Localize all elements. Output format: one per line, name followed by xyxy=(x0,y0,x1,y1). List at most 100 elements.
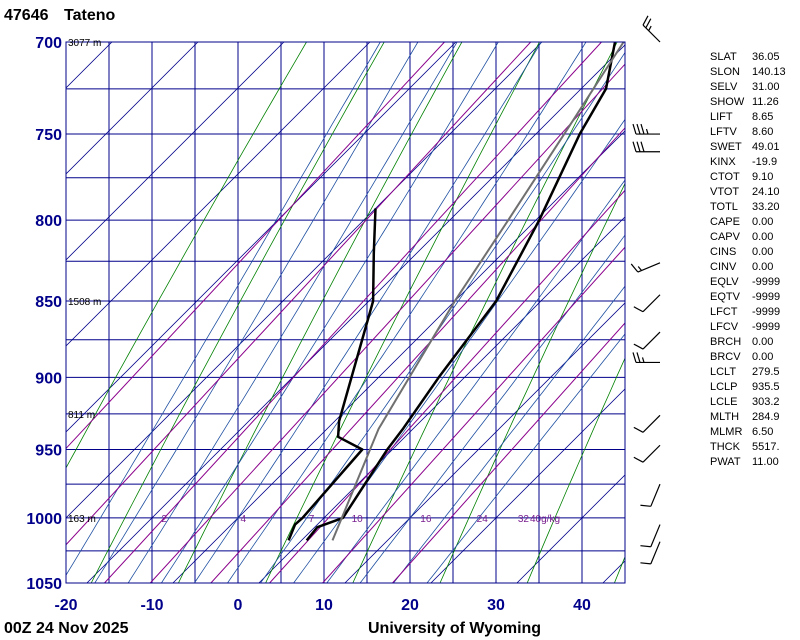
index-value: -9999 xyxy=(752,276,781,288)
index-value: 11.00 xyxy=(752,456,779,468)
background-lines xyxy=(66,42,800,583)
index-key: CINS xyxy=(710,246,737,258)
index-key: MLMR xyxy=(710,426,743,438)
index-row: VTOT 24.10 xyxy=(710,185,786,200)
index-row: CINS 0.00 xyxy=(710,245,786,260)
mixing-ratio-label: 24 xyxy=(477,514,489,525)
index-value: 33.20 xyxy=(752,201,780,213)
index-value: 24.10 xyxy=(752,186,780,198)
index-row: KINX -19.9 xyxy=(710,155,786,170)
moist-adiabat-line xyxy=(94,42,419,583)
mixing-ratio-line xyxy=(66,42,532,546)
mixing-ratio-label: 32 xyxy=(518,514,530,525)
index-row: MLTH 284.9 xyxy=(710,410,786,425)
index-value: 8.65 xyxy=(752,111,774,123)
isotherm-line xyxy=(516,474,625,583)
mixing-ratio-line xyxy=(66,42,445,450)
mixing-ratio-label: 7 xyxy=(309,514,315,525)
height-label: 1508 m xyxy=(68,297,101,308)
isotherm-line xyxy=(66,42,371,347)
mixing-ratio-line xyxy=(104,42,602,583)
temperature-tick-label: 10 xyxy=(315,597,333,614)
temperature-tick-label: 0 xyxy=(234,597,243,614)
dry-adiabat-line xyxy=(66,42,307,469)
temperature-tick-label: 30 xyxy=(487,597,505,614)
temperature-tick-label: -10 xyxy=(140,597,163,614)
mixing-ratio-line xyxy=(149,63,625,583)
pressure-tick-label: 800 xyxy=(35,213,62,230)
mixing-ratio-label: 4 xyxy=(240,514,246,525)
index-value: 11.26 xyxy=(752,96,779,108)
dry-adiabat-line xyxy=(789,42,800,583)
wind-barb xyxy=(633,331,661,350)
moist-adiabat-line xyxy=(127,42,458,583)
plot-frame xyxy=(65,41,626,584)
index-row: CTOT 9.10 xyxy=(710,170,786,185)
index-value: 0.00 xyxy=(752,216,774,228)
credit-label: University of Wyoming xyxy=(368,620,541,637)
moist-adiabat-line xyxy=(194,42,542,583)
index-row: CAPE 0.00 xyxy=(710,215,786,230)
index-value: 303.2 xyxy=(752,396,780,408)
index-value: 0.00 xyxy=(752,231,774,243)
index-row: SLAT 36.05 xyxy=(710,50,786,65)
profile-lines xyxy=(287,42,625,542)
index-value: 5517. xyxy=(752,441,780,453)
index-value: -19.9 xyxy=(752,156,778,168)
pressure-tick-label: 850 xyxy=(35,294,62,311)
index-value: 49.01 xyxy=(752,141,780,153)
grid-layer xyxy=(65,41,626,584)
index-row: LFCV -9999 xyxy=(710,320,786,335)
isotherm-line xyxy=(86,44,625,583)
index-key: CTOT xyxy=(710,171,740,183)
wind-barb xyxy=(633,414,661,433)
isotherm-line xyxy=(430,388,625,583)
index-value: -9999 xyxy=(752,306,781,318)
pressure-tick-label: 1050 xyxy=(26,576,62,593)
index-row: BRCH 0.00 xyxy=(710,335,786,350)
index-row: LCLT 279.5 xyxy=(710,365,786,380)
index-row: SELV 31.00 xyxy=(710,80,786,95)
wind-barb xyxy=(633,444,661,463)
index-key: EQLV xyxy=(710,276,739,288)
mixing-ratio-label: 2 xyxy=(161,514,167,525)
index-key: CAPE xyxy=(710,216,740,228)
isotherm-line xyxy=(344,302,625,583)
wind-barb xyxy=(632,352,660,364)
index-row: BRCV 0.00 xyxy=(710,350,786,365)
index-key: TOTL xyxy=(710,201,738,213)
index-row: THCK 5517. xyxy=(710,440,786,455)
index-key: EQTV xyxy=(710,291,740,303)
index-key: LIFT xyxy=(710,111,733,123)
isotherm-line xyxy=(172,130,625,583)
index-key: LFCV xyxy=(710,321,739,333)
index-key: CAPV xyxy=(710,231,740,243)
parcel-profile xyxy=(331,42,625,541)
index-key: THCK xyxy=(710,441,740,453)
station-name: Tateno xyxy=(64,7,115,24)
mixing-ratio-label: 10 xyxy=(352,514,364,525)
wind-barbs xyxy=(630,15,661,565)
index-value: 0.00 xyxy=(752,246,774,258)
index-key: LFCT xyxy=(710,306,738,318)
axis-labels: 700 750 800 850 900 950 1000 1050 -20 -10 0 10 20 30 4… xyxy=(26,35,591,614)
pressure-tick-label: 700 xyxy=(35,35,62,52)
index-key: LFTV xyxy=(710,126,737,138)
index-key: CINV xyxy=(710,261,737,273)
pressure-tick-label: 900 xyxy=(35,370,62,387)
index-value: 279.5 xyxy=(752,366,780,378)
height-label: 3077 m xyxy=(68,38,101,49)
index-row: MLMR 6.50 xyxy=(710,425,786,440)
index-row: SHOW 11.26 xyxy=(710,95,786,110)
index-row: SLON 140.13 xyxy=(710,65,786,80)
height-label: 163 m xyxy=(68,514,96,525)
index-key: BRCH xyxy=(710,336,742,348)
dry-adiabat-line xyxy=(265,42,540,583)
height-label: 811 m xyxy=(68,410,95,421)
temperature-profile xyxy=(305,42,617,542)
index-key: SLAT xyxy=(710,51,737,63)
isotherm-line xyxy=(258,216,625,583)
index-row: LCLE 303.2 xyxy=(710,395,786,410)
station-id: 47646 xyxy=(4,7,49,24)
